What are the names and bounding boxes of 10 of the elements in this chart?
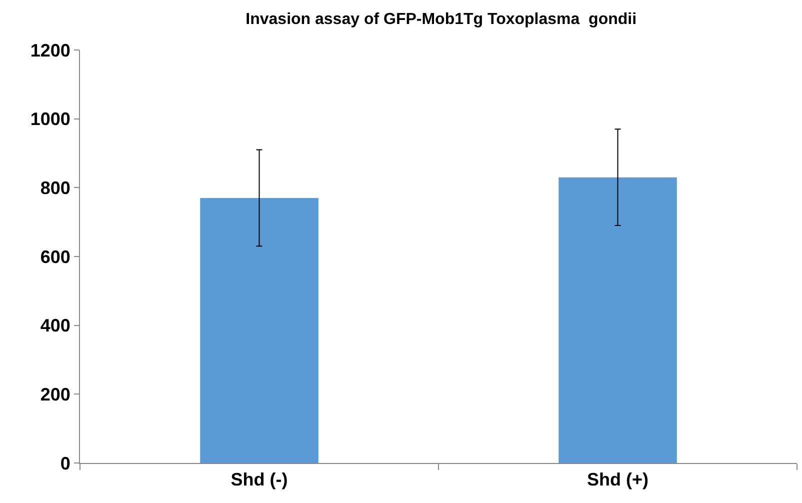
y-tick-label: 600 — [40, 246, 70, 267]
chart-title: Invasion assay of GFP-Mob1Tg Toxoplasma gondii — [246, 10, 637, 28]
x-tick-label: Shd (-) — [230, 470, 288, 490]
y-tick-label: 0 — [60, 453, 70, 474]
y-tick-label: 200 — [40, 384, 70, 404]
x-tick-label: Shd (+) — [587, 470, 649, 490]
y-tick-label: 1000 — [30, 109, 70, 130]
y-tick-label: 400 — [40, 316, 70, 336]
y-tick-label: 1200 — [30, 40, 70, 60]
y-tick-label: 800 — [40, 178, 70, 198]
